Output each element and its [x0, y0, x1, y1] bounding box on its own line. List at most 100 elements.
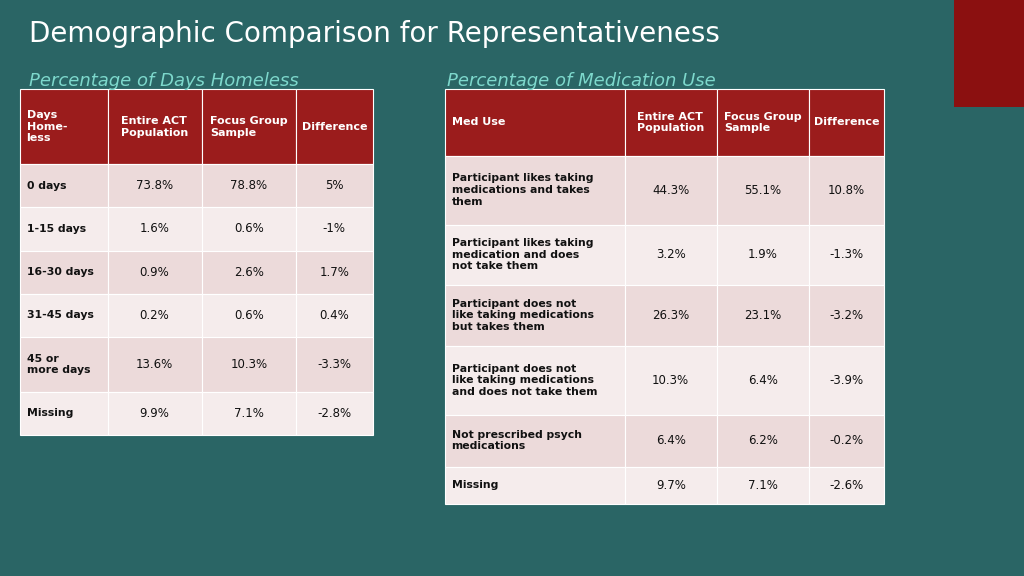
Text: 23.1%: 23.1%	[744, 309, 781, 322]
Bar	[202, 337, 296, 392]
Text: 6.4%: 6.4%	[655, 434, 686, 447]
Bar	[20, 207, 108, 251]
Bar	[296, 392, 373, 435]
Bar	[625, 467, 717, 504]
Text: Participant likes taking
medications and takes
them: Participant likes taking medications and…	[452, 173, 593, 207]
Text: 0.6%: 0.6%	[233, 309, 264, 322]
Text: 26.3%: 26.3%	[652, 309, 689, 322]
Text: -0.2%: -0.2%	[829, 434, 863, 447]
Bar	[809, 156, 884, 225]
Bar	[717, 89, 809, 156]
Text: 55.1%: 55.1%	[744, 184, 781, 196]
Text: 10.3%: 10.3%	[230, 358, 267, 371]
Text: Percentage of Medication Use: Percentage of Medication Use	[447, 72, 716, 90]
Text: 1.6%: 1.6%	[139, 222, 170, 236]
Text: 7.1%: 7.1%	[233, 407, 264, 420]
Text: Entire ACT
Population: Entire ACT Population	[637, 112, 705, 133]
Text: Days
Home-
less: Days Home- less	[27, 110, 68, 143]
Text: 13.6%: 13.6%	[136, 358, 173, 371]
Bar	[445, 285, 625, 346]
Bar	[717, 415, 809, 467]
Text: 31-45 days: 31-45 days	[27, 310, 93, 320]
Bar	[445, 89, 625, 156]
Bar	[809, 225, 884, 285]
Text: 73.8%: 73.8%	[136, 179, 173, 192]
Bar	[202, 207, 296, 251]
Text: -3.9%: -3.9%	[829, 374, 863, 386]
Text: -1%: -1%	[323, 222, 346, 236]
Bar	[296, 251, 373, 294]
Bar	[809, 346, 884, 415]
Bar	[108, 89, 202, 164]
Text: 0 days: 0 days	[27, 181, 67, 191]
Text: 7.1%: 7.1%	[748, 479, 778, 492]
Bar	[108, 294, 202, 337]
Text: -1.3%: -1.3%	[829, 248, 863, 262]
Bar	[202, 251, 296, 294]
Text: Participant likes taking
medication and does
not take them: Participant likes taking medication and …	[452, 238, 593, 271]
Bar	[809, 285, 884, 346]
Text: 0.9%: 0.9%	[139, 266, 170, 279]
Text: 44.3%: 44.3%	[652, 184, 689, 196]
Bar	[296, 337, 373, 392]
Bar	[202, 294, 296, 337]
Bar	[108, 251, 202, 294]
Bar	[108, 337, 202, 392]
Bar	[717, 285, 809, 346]
Bar	[625, 285, 717, 346]
Bar	[625, 415, 717, 467]
Text: Percentage of Days Homeless: Percentage of Days Homeless	[29, 72, 298, 90]
Text: Missing: Missing	[27, 408, 73, 418]
Bar	[625, 346, 717, 415]
Text: Med Use: Med Use	[452, 118, 505, 127]
Text: 1.7%: 1.7%	[319, 266, 349, 279]
Bar	[20, 294, 108, 337]
Text: 5%: 5%	[325, 179, 344, 192]
Bar	[202, 89, 296, 164]
Bar	[20, 337, 108, 392]
Text: -2.6%: -2.6%	[829, 479, 863, 492]
Bar	[809, 467, 884, 504]
Bar	[202, 392, 296, 435]
Text: 78.8%: 78.8%	[230, 179, 267, 192]
Bar	[717, 225, 809, 285]
Bar	[954, 0, 1024, 107]
Text: Not prescribed psych
medications: Not prescribed psych medications	[452, 430, 582, 452]
Bar	[20, 164, 108, 207]
Bar	[445, 346, 625, 415]
Text: Participant does not
like taking medications
and does not take them: Participant does not like taking medicat…	[452, 363, 597, 397]
Text: Entire ACT
Population: Entire ACT Population	[121, 116, 188, 138]
Bar	[108, 164, 202, 207]
Text: Focus Group
Sample: Focus Group Sample	[210, 116, 288, 138]
Bar	[20, 251, 108, 294]
Bar	[717, 467, 809, 504]
Bar	[625, 89, 717, 156]
Bar	[717, 156, 809, 225]
Bar	[296, 207, 373, 251]
Text: 6.4%: 6.4%	[748, 374, 778, 386]
Text: 16-30 days: 16-30 days	[27, 267, 93, 277]
Text: 0.6%: 0.6%	[233, 222, 264, 236]
Text: 10.8%: 10.8%	[827, 184, 865, 196]
Text: Demographic Comparison for Representativeness: Demographic Comparison for Representativ…	[29, 20, 720, 48]
Bar	[202, 164, 296, 207]
Text: Difference: Difference	[814, 118, 879, 127]
Bar	[625, 156, 717, 225]
Bar	[445, 225, 625, 285]
Text: -3.2%: -3.2%	[829, 309, 863, 322]
Text: Focus Group
Sample: Focus Group Sample	[724, 112, 802, 133]
Text: Difference: Difference	[302, 122, 367, 132]
Text: 9.7%: 9.7%	[655, 479, 686, 492]
Text: 0.4%: 0.4%	[319, 309, 349, 322]
Text: -2.8%: -2.8%	[317, 407, 351, 420]
Bar	[625, 225, 717, 285]
Text: 0.2%: 0.2%	[139, 309, 170, 322]
Text: 1.9%: 1.9%	[748, 248, 778, 262]
Bar	[809, 415, 884, 467]
Bar	[445, 467, 625, 504]
Text: Missing: Missing	[452, 480, 498, 490]
Text: 3.2%: 3.2%	[655, 248, 686, 262]
Bar	[20, 89, 108, 164]
Bar	[809, 89, 884, 156]
Bar	[20, 392, 108, 435]
